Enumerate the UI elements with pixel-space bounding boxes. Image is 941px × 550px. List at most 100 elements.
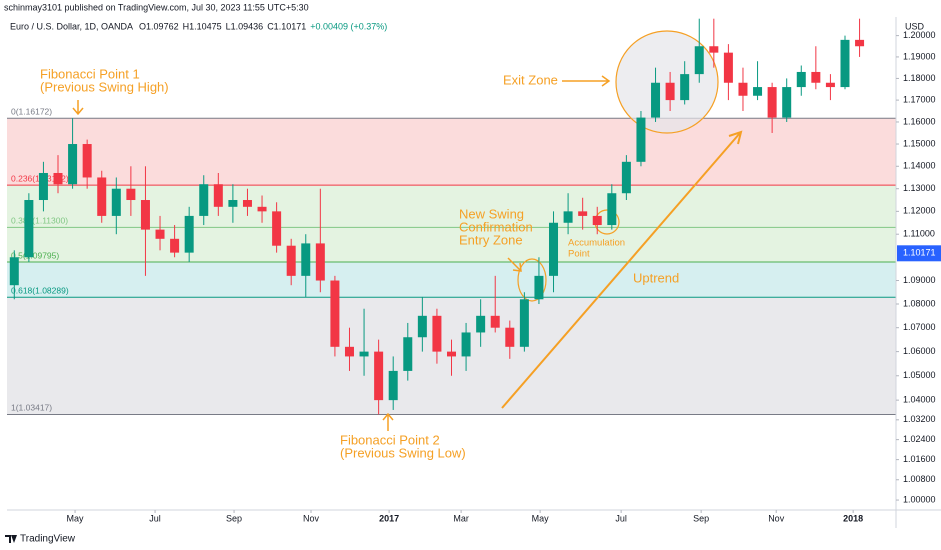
price-axis: 1.20000 1.19000 1.18000 1.17000 1.16000 1.150…	[896, 30, 941, 504]
candle-body	[694, 46, 704, 75]
candle-body	[82, 144, 92, 178]
candle-body	[723, 52, 733, 83]
legend-item: L1.09436	[226, 21, 264, 31]
candle-body	[155, 229, 165, 239]
fib-zone	[7, 262, 896, 298]
price-axis-bg	[896, 17, 941, 528]
entry-zone-ellipse	[517, 258, 547, 302]
candle-body	[213, 184, 223, 207]
arrows	[72, 75, 743, 431]
candle-body	[811, 71, 821, 83]
candle-body	[24, 200, 34, 258]
y-tick-label: 1.13000	[903, 183, 936, 193]
candle-body	[709, 46, 719, 53]
candle-body	[53, 172, 63, 185]
annotation: New Swing	[459, 206, 524, 221]
y-tick-label: 1.04000	[903, 395, 936, 405]
fib-zone	[7, 227, 896, 263]
candle-body	[286, 245, 296, 276]
x-tick-label: Sep	[693, 513, 709, 523]
candle-body	[767, 87, 777, 118]
candle-body	[825, 82, 835, 88]
legend-item: +0.00409 (+0.37%)	[310, 21, 387, 31]
x-tick-label: Nov	[768, 513, 785, 523]
candle-body	[184, 215, 194, 253]
y-tick-label: 1.03200	[903, 414, 936, 424]
candle-body	[344, 346, 354, 357]
candle-body	[315, 243, 325, 281]
legend-item: O1.09762	[139, 21, 179, 31]
annotation: Exit Zone	[503, 72, 558, 87]
y-tick-label: 1.00000	[903, 494, 936, 504]
candle-body	[782, 87, 792, 118]
candle-body	[68, 144, 78, 185]
candle-body	[461, 332, 471, 357]
arrow-exit	[562, 75, 611, 87]
candle-body	[738, 82, 748, 96]
x-tick-label: 2018	[843, 513, 863, 523]
y-tick-label: 1.17000	[903, 94, 936, 104]
candle-body	[257, 206, 267, 212]
candle-body	[447, 351, 456, 357]
candle-body	[126, 188, 136, 201]
candle-body	[38, 172, 48, 201]
candle-body	[855, 39, 865, 47]
y-tick-label: 1.14000	[903, 161, 936, 171]
candle-body	[97, 177, 107, 216]
y-tick-label: 1.11000	[903, 229, 935, 239]
arrow-entry	[507, 257, 522, 272]
annotation: Confirmation	[459, 219, 533, 234]
y-tick-label: 1.07000	[903, 322, 936, 332]
candle-body	[680, 74, 690, 101]
candle-body	[563, 211, 573, 223]
ohlc-legend: O1.09762 H1.10475 L1.09436 C1.10171 +0.00409…	[139, 21, 387, 31]
y-tick-label: 1.02400	[903, 434, 936, 444]
annotation: Uptrend	[633, 270, 679, 285]
y-tick-label: 1.15000	[903, 138, 936, 148]
fib-zone	[7, 118, 896, 186]
candle-body	[840, 39, 850, 88]
y-tick-label: 1.00800	[903, 474, 936, 484]
candle-body	[592, 215, 602, 226]
fib-label: 1(1.03417)	[11, 403, 52, 413]
candle-body	[796, 71, 806, 88]
annotation: (Previous Swing High)	[40, 79, 169, 94]
candle-body	[549, 222, 559, 276]
x-tick-label: Jul	[615, 513, 627, 523]
y-tick-label: 1.01600	[903, 454, 936, 464]
x-tick-label: Nov	[303, 513, 320, 523]
candle-body	[170, 238, 180, 253]
x-tick-label: Sep	[226, 513, 242, 523]
candle-body	[417, 315, 427, 338]
fib-label: 0.618(1.08289)	[11, 285, 69, 295]
brand: TradingView	[20, 534, 76, 545]
annotation: Fibonacci Point 2	[340, 432, 440, 447]
annotation: Accumulation	[568, 238, 625, 249]
candle-body	[272, 211, 282, 246]
candle-body	[519, 299, 529, 347]
candle-body	[651, 82, 661, 118]
arrow-uptrend	[501, 130, 743, 409]
y-tick-label: 1.05000	[903, 370, 936, 380]
brand-logo	[5, 535, 17, 543]
candle-body	[140, 200, 150, 230]
x-tick-label: Mar	[453, 513, 469, 523]
candle-body	[9, 257, 19, 286]
candle-body	[607, 193, 617, 226]
candle-body	[330, 280, 340, 347]
last-price-label: 1.10171	[903, 248, 936, 258]
y-tick-label: 1.12000	[903, 206, 936, 216]
symbol: Euro / U.S. Dollar, 1D, OANDA	[10, 21, 133, 31]
candle-body	[505, 327, 515, 347]
y-tick-label: 1.18000	[903, 73, 936, 83]
annotations: Fibonacci Point 1 (Previous Swing High) …	[40, 66, 679, 460]
candles	[9, 18, 865, 415]
candle-body	[665, 82, 675, 101]
y-tick-label: 1.19000	[903, 51, 936, 61]
legend-item: H1.10475	[183, 21, 222, 31]
candle-body	[301, 243, 311, 276]
x-tick-label: May	[67, 513, 85, 523]
fib-label: 0.382(1.11300)	[11, 216, 68, 226]
legend-item: C1.10171	[267, 21, 306, 31]
